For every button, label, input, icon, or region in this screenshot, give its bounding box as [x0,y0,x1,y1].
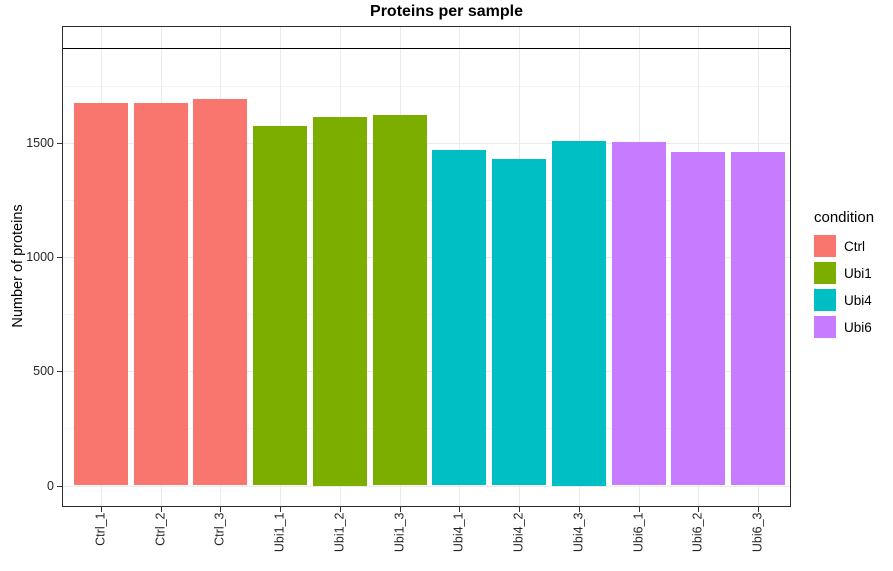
x-tick-label-Ubi1_2: Ubi1_2 [332,512,347,552]
x-tick-Ubi1_1 [280,507,282,512]
bar-Ubi1_2 [312,116,367,486]
x-tick-Ctrl_1 [100,507,102,512]
x-tick-Ubi6_1 [638,507,640,512]
x-tick-label-Ubi1_3: Ubi1_3 [392,512,407,552]
bar-Ctrl_1 [73,102,128,486]
x-tick-label-Ubi6_3: Ubi6_3 [750,512,765,552]
plot-panel [62,26,791,507]
legend-entry-Ubi6: Ubi6 [814,316,874,338]
x-tick-label-Ubi4_2: Ubi4_2 [511,512,526,552]
y-tick-1000 [57,257,62,258]
x-tick-label-Ctrl_3: Ctrl_3 [212,512,227,546]
legend-swatch-Ubi4 [814,289,836,311]
x-tick-label-Ubi4_1: Ubi4_1 [451,512,466,552]
x-tick-Ubi1_2 [339,507,341,512]
x-tick-Ubi6_3 [758,507,759,512]
gridline-major-y0 [62,485,791,487]
x-tick-Ubi4_3 [578,507,580,512]
y-tick-label-0: 0 [47,478,54,493]
x-tick-Ubi6_2 [698,507,700,512]
threshold-line [62,48,791,49]
y-tick-1500 [57,142,62,144]
legend-entry-Ubi4: Ubi4 [814,289,874,311]
x-tick-Ubi1_3 [399,507,401,512]
legend-entry-Ctrl: Ctrl [814,235,874,257]
x-tick-label-Ubi1_1: Ubi1_1 [272,512,287,552]
legend-label-Ubi4: Ubi4 [844,292,872,308]
legend-label-Ubi6: Ubi6 [844,319,872,335]
legend-entry-Ubi1: Ubi1 [814,262,874,284]
legend-swatch-Ubi1 [814,262,836,284]
bar-Ubi4_2 [492,158,546,486]
x-tick-Ctrl_3 [220,507,222,512]
bar-Ubi1_1 [253,125,308,486]
x-tick-Ctrl_2 [160,507,162,512]
bar-Ctrl_2 [133,102,188,486]
x-tick-Ubi4_2 [519,507,520,512]
bar-Ubi4_1 [432,149,487,486]
bar-Ubi6_2 [671,151,726,486]
x-tick-label-Ubi4_3: Ubi4_3 [571,512,586,552]
legend-swatch-Ubi6 [814,316,836,338]
bar-Ctrl_3 [193,99,248,486]
legend-label-Ubi1: Ubi1 [844,265,872,281]
y-tick-label-1000: 1000 [26,250,54,264]
bar-Ubi1_3 [372,115,427,486]
y-tick-0 [57,485,62,487]
legend-label-Ctrl: Ctrl [844,238,865,254]
plot-title: Proteins per sample [370,3,523,20]
x-tick-label-Ctrl_2: Ctrl_2 [153,512,168,546]
x-tick-Ubi4_1 [459,507,461,512]
legend-swatch-Ctrl [814,235,836,257]
gridline-minor-y1750 [62,85,791,87]
x-tick-label-Ubi6_2: Ubi6_2 [690,512,705,552]
x-tick-label-Ctrl_1: Ctrl_1 [93,512,108,546]
x-tick-label-Ubi6_1: Ubi6_1 [631,512,645,552]
y-tick-500 [57,371,62,373]
bar-Ubi6_1 [611,141,666,486]
bar-Ubi4_3 [551,140,606,486]
legend-title: condition [814,209,875,226]
bar-Ubi6_3 [731,151,785,486]
legend-entries: Ctrl Ubi1 Ubi4 Ubi6 [814,235,874,338]
y-axis-title: Number of proteins [10,204,26,328]
y-tick-label-1500: 1500 [26,135,54,150]
y-tick-label-500: 500 [33,364,54,379]
legend: condition Ctrl Ubi1 Ubi4 Ubi6 [814,209,874,343]
